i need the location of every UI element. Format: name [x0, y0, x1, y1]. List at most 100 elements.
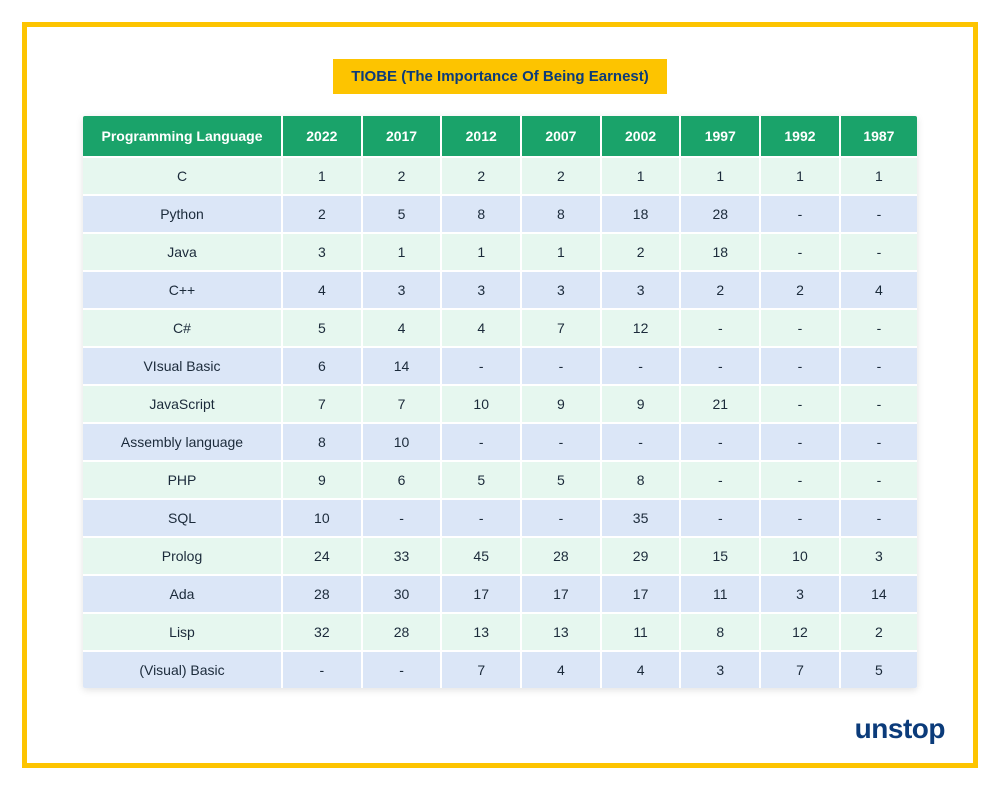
cell-rank: 8 — [681, 612, 761, 650]
cell-rank: - — [841, 194, 917, 232]
col-2022: 2022 — [283, 116, 363, 156]
col-1997: 1997 — [681, 116, 761, 156]
cell-rank: 2 — [841, 612, 917, 650]
cell-rank: - — [841, 308, 917, 346]
cell-rank: - — [841, 422, 917, 460]
cell-rank: - — [761, 422, 841, 460]
cell-rank: 5 — [442, 460, 522, 498]
cell-rank: 3 — [602, 270, 682, 308]
col-2012: 2012 — [442, 116, 522, 156]
col-1992: 1992 — [761, 116, 841, 156]
cell-rank: - — [761, 232, 841, 270]
cell-rank: 35 — [602, 498, 682, 536]
cell-rank: 14 — [363, 346, 443, 384]
cell-rank: 9 — [283, 460, 363, 498]
cell-rank: - — [522, 346, 602, 384]
cell-rank: 28 — [363, 612, 443, 650]
cell-rank: 7 — [442, 650, 522, 688]
table-row: Java3111218-- — [83, 232, 917, 270]
cell-lang: Python — [83, 194, 283, 232]
cell-rank: - — [761, 346, 841, 384]
cell-rank: 8 — [522, 194, 602, 232]
cell-rank: 1 — [841, 156, 917, 194]
cell-rank: 1 — [602, 156, 682, 194]
cell-rank: 1 — [761, 156, 841, 194]
col-2002: 2002 — [602, 116, 682, 156]
cell-rank: 3 — [363, 270, 443, 308]
cell-rank: - — [681, 460, 761, 498]
cell-lang: C — [83, 156, 283, 194]
cell-rank: 10 — [442, 384, 522, 422]
cell-rank: 6 — [283, 346, 363, 384]
cell-rank: 3 — [442, 270, 522, 308]
cell-rank: - — [363, 498, 443, 536]
table-row: Lisp32281313118122 — [83, 612, 917, 650]
cell-rank: 4 — [363, 308, 443, 346]
cell-rank: - — [681, 498, 761, 536]
cell-rank: 18 — [602, 194, 682, 232]
content-frame: TIOBE (The Importance Of Being Earnest) … — [22, 22, 978, 768]
cell-rank: 3 — [761, 574, 841, 612]
table-row: (Visual) Basic--744375 — [83, 650, 917, 688]
cell-rank: - — [442, 422, 522, 460]
cell-lang: SQL — [83, 498, 283, 536]
cell-rank: - — [681, 346, 761, 384]
cell-lang: VIsual Basic — [83, 346, 283, 384]
cell-rank: - — [442, 346, 522, 384]
cell-rank: 5 — [363, 194, 443, 232]
col-2007: 2007 — [522, 116, 602, 156]
cell-rank: 32 — [283, 612, 363, 650]
cell-rank: 8 — [442, 194, 522, 232]
cell-rank: 10 — [761, 536, 841, 574]
cell-rank: 2 — [681, 270, 761, 308]
cell-rank: 2 — [522, 156, 602, 194]
logo-part-un: un — [855, 713, 888, 744]
cell-rank: - — [841, 232, 917, 270]
cell-rank: 28 — [681, 194, 761, 232]
page-title: TIOBE (The Importance Of Being Earnest) — [351, 68, 649, 85]
cell-rank: - — [442, 498, 522, 536]
cell-rank: 12 — [602, 308, 682, 346]
cell-lang: PHP — [83, 460, 283, 498]
cell-rank: 12 — [761, 612, 841, 650]
cell-rank: 45 — [442, 536, 522, 574]
cell-rank: 13 — [442, 612, 522, 650]
cell-lang: Prolog — [83, 536, 283, 574]
cell-rank: 9 — [522, 384, 602, 422]
cell-rank: 3 — [283, 232, 363, 270]
cell-rank: - — [841, 498, 917, 536]
cell-rank: 15 — [681, 536, 761, 574]
table-row: C12221111 — [83, 156, 917, 194]
cell-rank: 33 — [363, 536, 443, 574]
table-row: SQL10---35--- — [83, 498, 917, 536]
cell-lang: Ada — [83, 574, 283, 612]
cell-lang: Java — [83, 232, 283, 270]
cell-rank: 4 — [442, 308, 522, 346]
cell-rank: - — [283, 650, 363, 688]
cell-rank: 8 — [283, 422, 363, 460]
cell-rank: 10 — [283, 498, 363, 536]
cell-rank: 11 — [681, 574, 761, 612]
cell-lang: Lisp — [83, 612, 283, 650]
outer-frame: TIOBE (The Importance Of Being Earnest) … — [0, 0, 1000, 790]
cell-rank: 17 — [602, 574, 682, 612]
cell-lang: (Visual) Basic — [83, 650, 283, 688]
cell-rank: 7 — [761, 650, 841, 688]
cell-rank: 8 — [602, 460, 682, 498]
table-header: Programming Language 2022 2017 2012 2007… — [83, 116, 917, 156]
tiobe-table: Programming Language 2022 2017 2012 2007… — [83, 116, 917, 688]
cell-rank: 3 — [522, 270, 602, 308]
col-lang: Programming Language — [83, 116, 283, 156]
cell-rank: - — [681, 422, 761, 460]
cell-rank: 4 — [522, 650, 602, 688]
cell-rank: 1 — [681, 156, 761, 194]
cell-rank: 7 — [363, 384, 443, 422]
table-row: Prolog243345282915103 — [83, 536, 917, 574]
cell-rank: - — [761, 308, 841, 346]
tiobe-table-container: Programming Language 2022 2017 2012 2007… — [83, 116, 917, 688]
cell-rank: 10 — [363, 422, 443, 460]
cell-rank: 5 — [841, 650, 917, 688]
cell-rank: 3 — [681, 650, 761, 688]
cell-rank: 2 — [442, 156, 522, 194]
cell-rank: 17 — [522, 574, 602, 612]
